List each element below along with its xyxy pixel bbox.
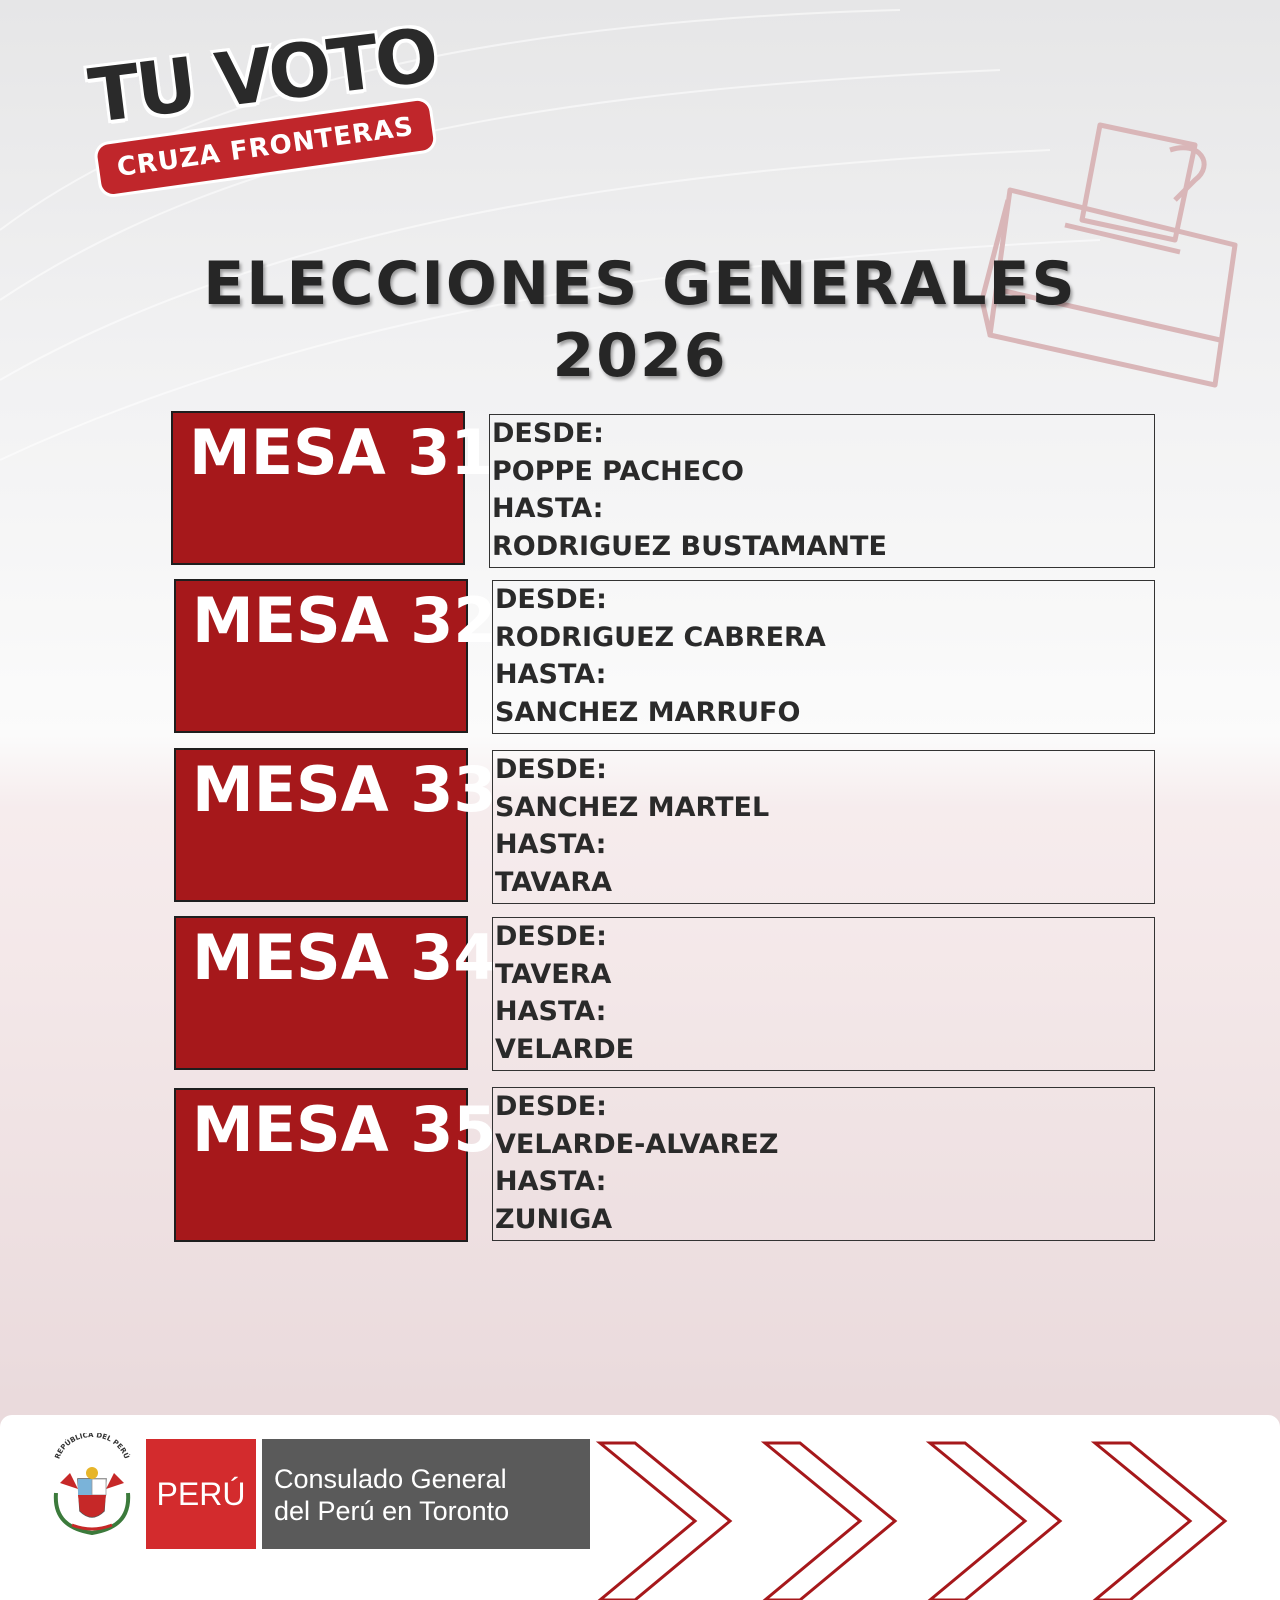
peru-brand-box: PERÚ [146,1439,256,1549]
desde-label: DESDE: [495,921,607,952]
footer: REPÚBLICA DEL PERÚ PERÚ Consulado Genera… [0,1415,1280,1600]
hasta-value: SANCHEZ MARRUFO [495,696,801,728]
peru-crest-icon: REPÚBLICA DEL PERÚ [53,1433,132,1536]
desde-value: TAVERA [495,958,612,990]
mesa-label-text: MESA 35 [192,1093,497,1166]
hasta-value: VELARDE [495,1033,635,1065]
desde-label: DESDE: [495,1091,607,1122]
hasta-label: HASTA: [495,996,607,1027]
desde-label: DESDE: [495,584,607,615]
mesa-label-text: MESA 33 [192,753,497,826]
mesa-range-31: DESDE: POPPE PACHECO HASTA: RODRIGUEZ BU… [489,414,1155,568]
hasta-label: HASTA: [495,659,607,690]
mesa-label-text: MESA 34 [192,921,497,994]
hasta-label: HASTA: [492,493,604,524]
desde-value: RODRIGUEZ CABRERA [495,621,826,653]
desde-value: VELARDE-ALVAREZ [495,1128,779,1160]
desde-value: POPPE PACHECO [492,455,744,487]
chevron-right-icon [760,1441,898,1600]
mesa-label-34: MESA 34 [174,916,497,1070]
consulate-line-1: Consulado General [274,1464,507,1494]
mesa-range-35: DESDE: VELARDE-ALVAREZ HASTA: ZUNIGA [492,1087,1155,1241]
hasta-label: HASTA: [495,1166,607,1197]
chevron-right-icon [595,1441,733,1600]
consulate-line-2: del Perú en Toronto [274,1496,510,1526]
mesa-range-32: DESDE: RODRIGUEZ CABRERA HASTA: SANCHEZ … [492,580,1155,734]
page-title: ELECCIONES GENERALES 2026 [0,248,1280,392]
hasta-value: TAVARA [495,866,613,898]
mesa-label-text: MESA 31 [189,416,494,489]
mesa-label-31: MESA 31 [171,411,494,565]
mesa-range-34: DESDE: TAVERA HASTA: VELARDE [492,917,1155,1071]
desde-value: SANCHEZ MARTEL [495,791,770,823]
tu-voto-logo: TU VOTO CRUZA FRONTERAS [85,12,460,208]
hasta-label: HASTA: [495,829,607,860]
background-decoration [979,122,1238,388]
mesa-label-32: MESA 32 [174,579,497,733]
chevron-decoration [595,1441,1228,1600]
mesa-label-35: MESA 35 [174,1088,497,1242]
chevron-right-icon [1090,1441,1228,1600]
ballot-box-icon [979,122,1238,388]
desde-label: DESDE: [495,754,607,785]
title-line-1: ELECCIONES GENERALES [203,249,1077,319]
hasta-value: ZUNIGA [495,1203,613,1235]
hasta-value: RODRIGUEZ BUSTAMANTE [492,530,887,562]
chevron-right-icon [925,1441,1063,1600]
svg-text:REPÚBLICA DEL PERÚ: REPÚBLICA DEL PERÚ [53,1433,131,1460]
mesa-label-text: MESA 32 [192,584,497,657]
title-line-2: 2026 [552,321,728,391]
crest-text: REPÚBLICA DEL PERÚ [53,1433,131,1460]
mesa-range-33: DESDE: SANCHEZ MARTEL HASTA: TAVARA [492,750,1155,904]
consulate-name-box: Consulado General del Perú en Toronto [262,1439,590,1549]
desde-label: DESDE: [492,418,604,449]
mesa-label-33: MESA 33 [174,748,497,902]
